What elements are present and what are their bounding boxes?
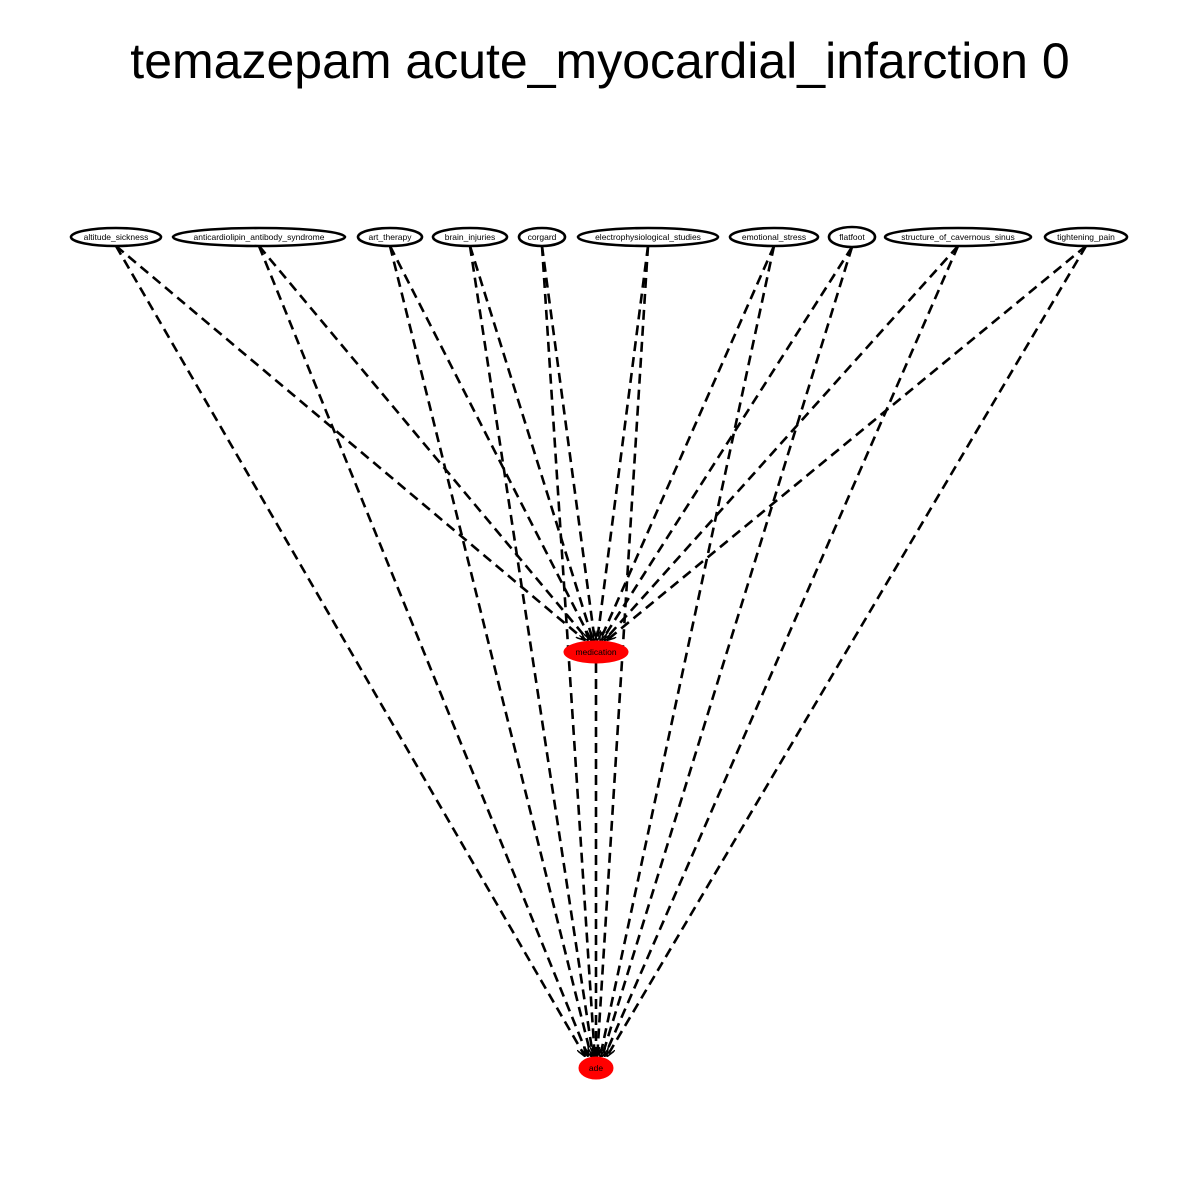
edge-anticardiolipin_antibody_syndrome-to-ade [257,245,590,1056]
edge-altitude_sickness-to-ade [114,245,585,1056]
node-shape-emotional_stress [728,226,820,248]
node-label-corgard: corgard [528,232,557,242]
node-shape-structure_of_cavernous_sinus [883,226,1033,248]
node-label-flatfoot: flatfoot [839,232,865,242]
node-shape-electrophysiological_studies [576,226,720,248]
node-shape-anticardiolipin_antibody_syndrome [171,226,347,248]
edge-flatfoot-to-medication [602,246,854,640]
node-flatfoot: flatfoot [827,225,877,249]
node-corgard: corgard [517,226,567,248]
edge-corgard-to-medication [540,245,595,640]
node-medication: medication [563,640,629,664]
node-shape-altitude_sickness [69,226,163,248]
node-ade: ade [578,1056,614,1080]
node-label-electrophysiological_studies: electrophysiological_studies [595,232,701,242]
node-anticardiolipin_antibody_syndrome: anticardiolipin_antibody_syndrome [171,226,347,248]
edge-tightening_pain-to-ade [607,245,1088,1056]
node-label-medication: medication [575,647,616,657]
node-structure_of_cavernous_sinus: structure_of_cavernous_sinus [883,226,1033,248]
node-label-emotional_stress: emotional_stress [742,232,806,242]
node-label-altitude_sickness: altitude_sickness [84,232,149,242]
node-brain_injuries: brain_injuries [431,226,509,248]
node-label-tightening_pain: tightening_pain [1057,232,1115,242]
node-label-art_therapy: art_therapy [369,232,413,242]
node-electrophysiological_studies: electrophysiological_studies [576,226,720,248]
node-shape-corgard [517,226,567,248]
edge-emotional_stress-to-ade [600,245,776,1056]
edge-emotional_stress-to-medication [600,245,776,640]
edge-anticardiolipin_antibody_syndrome-to-medication [258,245,588,640]
node-label-brain_injuries: brain_injuries [445,232,496,242]
node-layer: altitude_sickness anticardiolipin_antibod… [69,225,1129,1080]
graph-title: temazepam acute_myocardial_infarction 0 [130,33,1070,89]
edge-structure_of_cavernous_sinus-to-medication [605,245,959,640]
node-art_therapy: art_therapy [356,226,424,248]
node-label-structure_of_cavernous_sinus: structure_of_cavernous_sinus [901,232,1014,242]
edge-electrophysiological_studies-to-medication [597,245,650,640]
node-shape-ade [578,1056,614,1080]
edge-art_therapy-to-ade [388,245,591,1056]
node-altitude_sickness: altitude_sickness [69,226,163,248]
node-shape-brain_injuries [431,226,509,248]
node-shape-flatfoot [827,225,877,249]
node-label-ade: ade [589,1063,603,1073]
node-shape-art_therapy [356,226,424,248]
node-emotional_stress: emotional_stress [728,226,820,248]
edge-brain_injuries-to-medication [468,245,593,640]
node-shape-tightening_pain [1043,226,1129,248]
edge-altitude_sickness-to-medication [115,245,585,640]
node-tightening_pain: tightening_pain [1043,226,1129,248]
edge-tightening_pain-to-medication [607,244,1087,640]
edge-brain_injuries-to-ade [468,245,593,1056]
node-shape-medication [563,640,629,664]
edge-structure_of_cavernous_sinus-to-ade [605,245,960,1056]
node-label-anticardiolipin_antibody_syndrome: anticardiolipin_antibody_syndrome [194,232,325,242]
edge-flatfoot-to-ade [602,246,854,1056]
edge-art_therapy-to-medication [388,245,591,640]
